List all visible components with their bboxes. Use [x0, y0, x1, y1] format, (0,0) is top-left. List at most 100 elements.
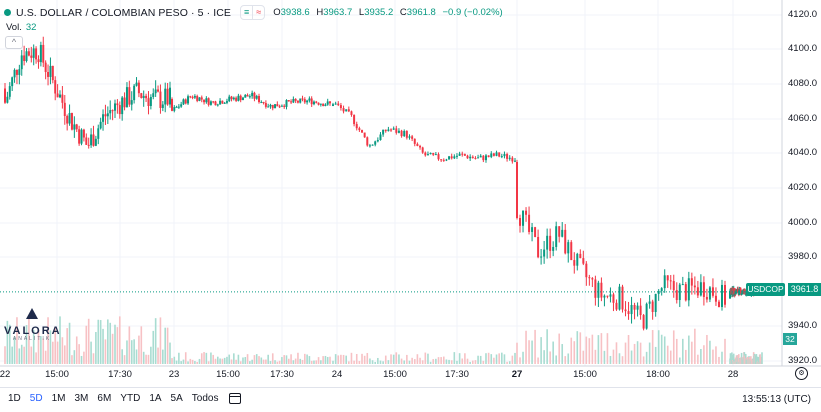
volume-bar — [395, 352, 398, 364]
symbol-title[interactable]: U.S. DOLLAR / COLOMBIAN PESO · 5 · ICE — [16, 6, 232, 19]
volume-bar — [582, 350, 585, 364]
volume-bar — [612, 349, 615, 364]
volume-bar — [421, 360, 424, 364]
volume-bar — [466, 358, 469, 364]
candle-body — [182, 99, 185, 105]
volume-bar — [493, 357, 495, 364]
candle-body — [579, 253, 582, 259]
volume-bar — [618, 353, 621, 364]
candle-body — [474, 157, 477, 159]
volume-bar — [477, 355, 479, 364]
volume-bar — [390, 354, 392, 364]
volume-bar — [348, 361, 350, 364]
candle-body — [216, 104, 219, 106]
candle-body — [329, 101, 331, 104]
candle-body — [368, 145, 371, 147]
candle-body — [696, 287, 699, 296]
volume-bar — [66, 328, 68, 364]
volume-bar — [490, 354, 493, 364]
range-button[interactable]: 1A — [149, 393, 162, 404]
candle-body — [424, 152, 427, 156]
range-button[interactable]: 3M — [74, 393, 89, 404]
range-button[interactable]: YTD — [120, 393, 141, 404]
price-tick-label: 4100.0 — [788, 43, 818, 54]
volume-bar — [384, 355, 387, 364]
volume-bar — [290, 354, 292, 364]
volume-bar — [322, 356, 324, 364]
candle-body — [606, 295, 609, 297]
candle-body — [301, 98, 304, 100]
candle-body — [651, 301, 654, 313]
volume-bar — [16, 317, 18, 364]
volume-bar — [712, 349, 714, 364]
calendar-icon[interactable] — [229, 393, 242, 404]
candle-body — [543, 249, 546, 257]
volume-bar — [597, 335, 600, 364]
candle-body — [366, 137, 369, 146]
volume-bar — [387, 360, 390, 364]
indicator-icon[interactable]: ≈ — [252, 6, 264, 19]
volume-bar — [28, 318, 30, 364]
volume-bar — [233, 353, 235, 364]
clock-display[interactable]: 13:55:13 (UTC) — [742, 394, 811, 405]
volume-bar — [154, 318, 157, 364]
range-button[interactable]: 1M — [51, 393, 66, 404]
candle-body — [296, 100, 299, 103]
candle-body — [332, 104, 334, 106]
candle-body — [503, 154, 506, 157]
chart-settings-icon[interactable]: ⚙ — [795, 367, 808, 380]
candle-body — [642, 315, 645, 329]
candle-body — [239, 95, 242, 101]
volume-bar — [8, 324, 11, 364]
volume-bar — [95, 331, 97, 364]
volume-bar — [310, 360, 313, 364]
range-button[interactable]: 6M — [97, 393, 112, 404]
candle-body — [403, 131, 406, 137]
volume-bar — [191, 359, 194, 364]
volume-bar — [522, 351, 524, 364]
candle-body — [169, 87, 171, 105]
volume-bar — [603, 350, 606, 364]
volume-bar — [102, 328, 104, 364]
time-tick-label: 17:30 — [445, 369, 469, 380]
candle-body — [448, 156, 451, 160]
candle-body — [528, 214, 531, 232]
candle-body — [514, 160, 516, 162]
volume-bar — [755, 354, 758, 364]
candle-body — [137, 82, 140, 94]
last-price-label: 3961.8 — [788, 283, 821, 296]
candle-body — [693, 285, 696, 288]
volume-bar — [552, 341, 554, 364]
price-tick-label: 4000.0 — [788, 217, 818, 228]
collapse-legend-button[interactable]: ^ — [5, 36, 23, 49]
volume-bar — [416, 354, 419, 364]
candle-body — [280, 105, 283, 107]
range-button[interactable]: Todos — [191, 393, 219, 404]
candle-body — [345, 109, 348, 112]
candle-body — [484, 155, 487, 161]
volume-bar — [164, 327, 167, 364]
range-button[interactable]: 5A — [170, 393, 183, 404]
candle-body — [442, 159, 445, 161]
candle-body — [347, 109, 350, 112]
legend-actions-pill[interactable]: ≡ ≈ — [240, 5, 266, 20]
candle-body — [149, 96, 152, 107]
volume-bar — [474, 360, 477, 364]
range-button[interactable]: 5D — [29, 393, 43, 404]
candle-body — [184, 99, 187, 104]
candle-body — [251, 92, 254, 97]
range-button[interactable]: 1D — [8, 393, 21, 404]
close-value: 3961.8 — [406, 7, 436, 18]
volume-bar — [549, 351, 551, 364]
candle-body — [603, 295, 606, 298]
candle-body — [315, 101, 318, 103]
compare-icon[interactable]: ≡ — [244, 7, 250, 17]
volume-bar — [700, 348, 702, 364]
open-value: 3938.6 — [280, 7, 310, 18]
volume-bar — [358, 361, 361, 364]
candle-body — [687, 278, 690, 301]
candle-body — [59, 94, 61, 98]
volume-bar — [570, 337, 573, 364]
